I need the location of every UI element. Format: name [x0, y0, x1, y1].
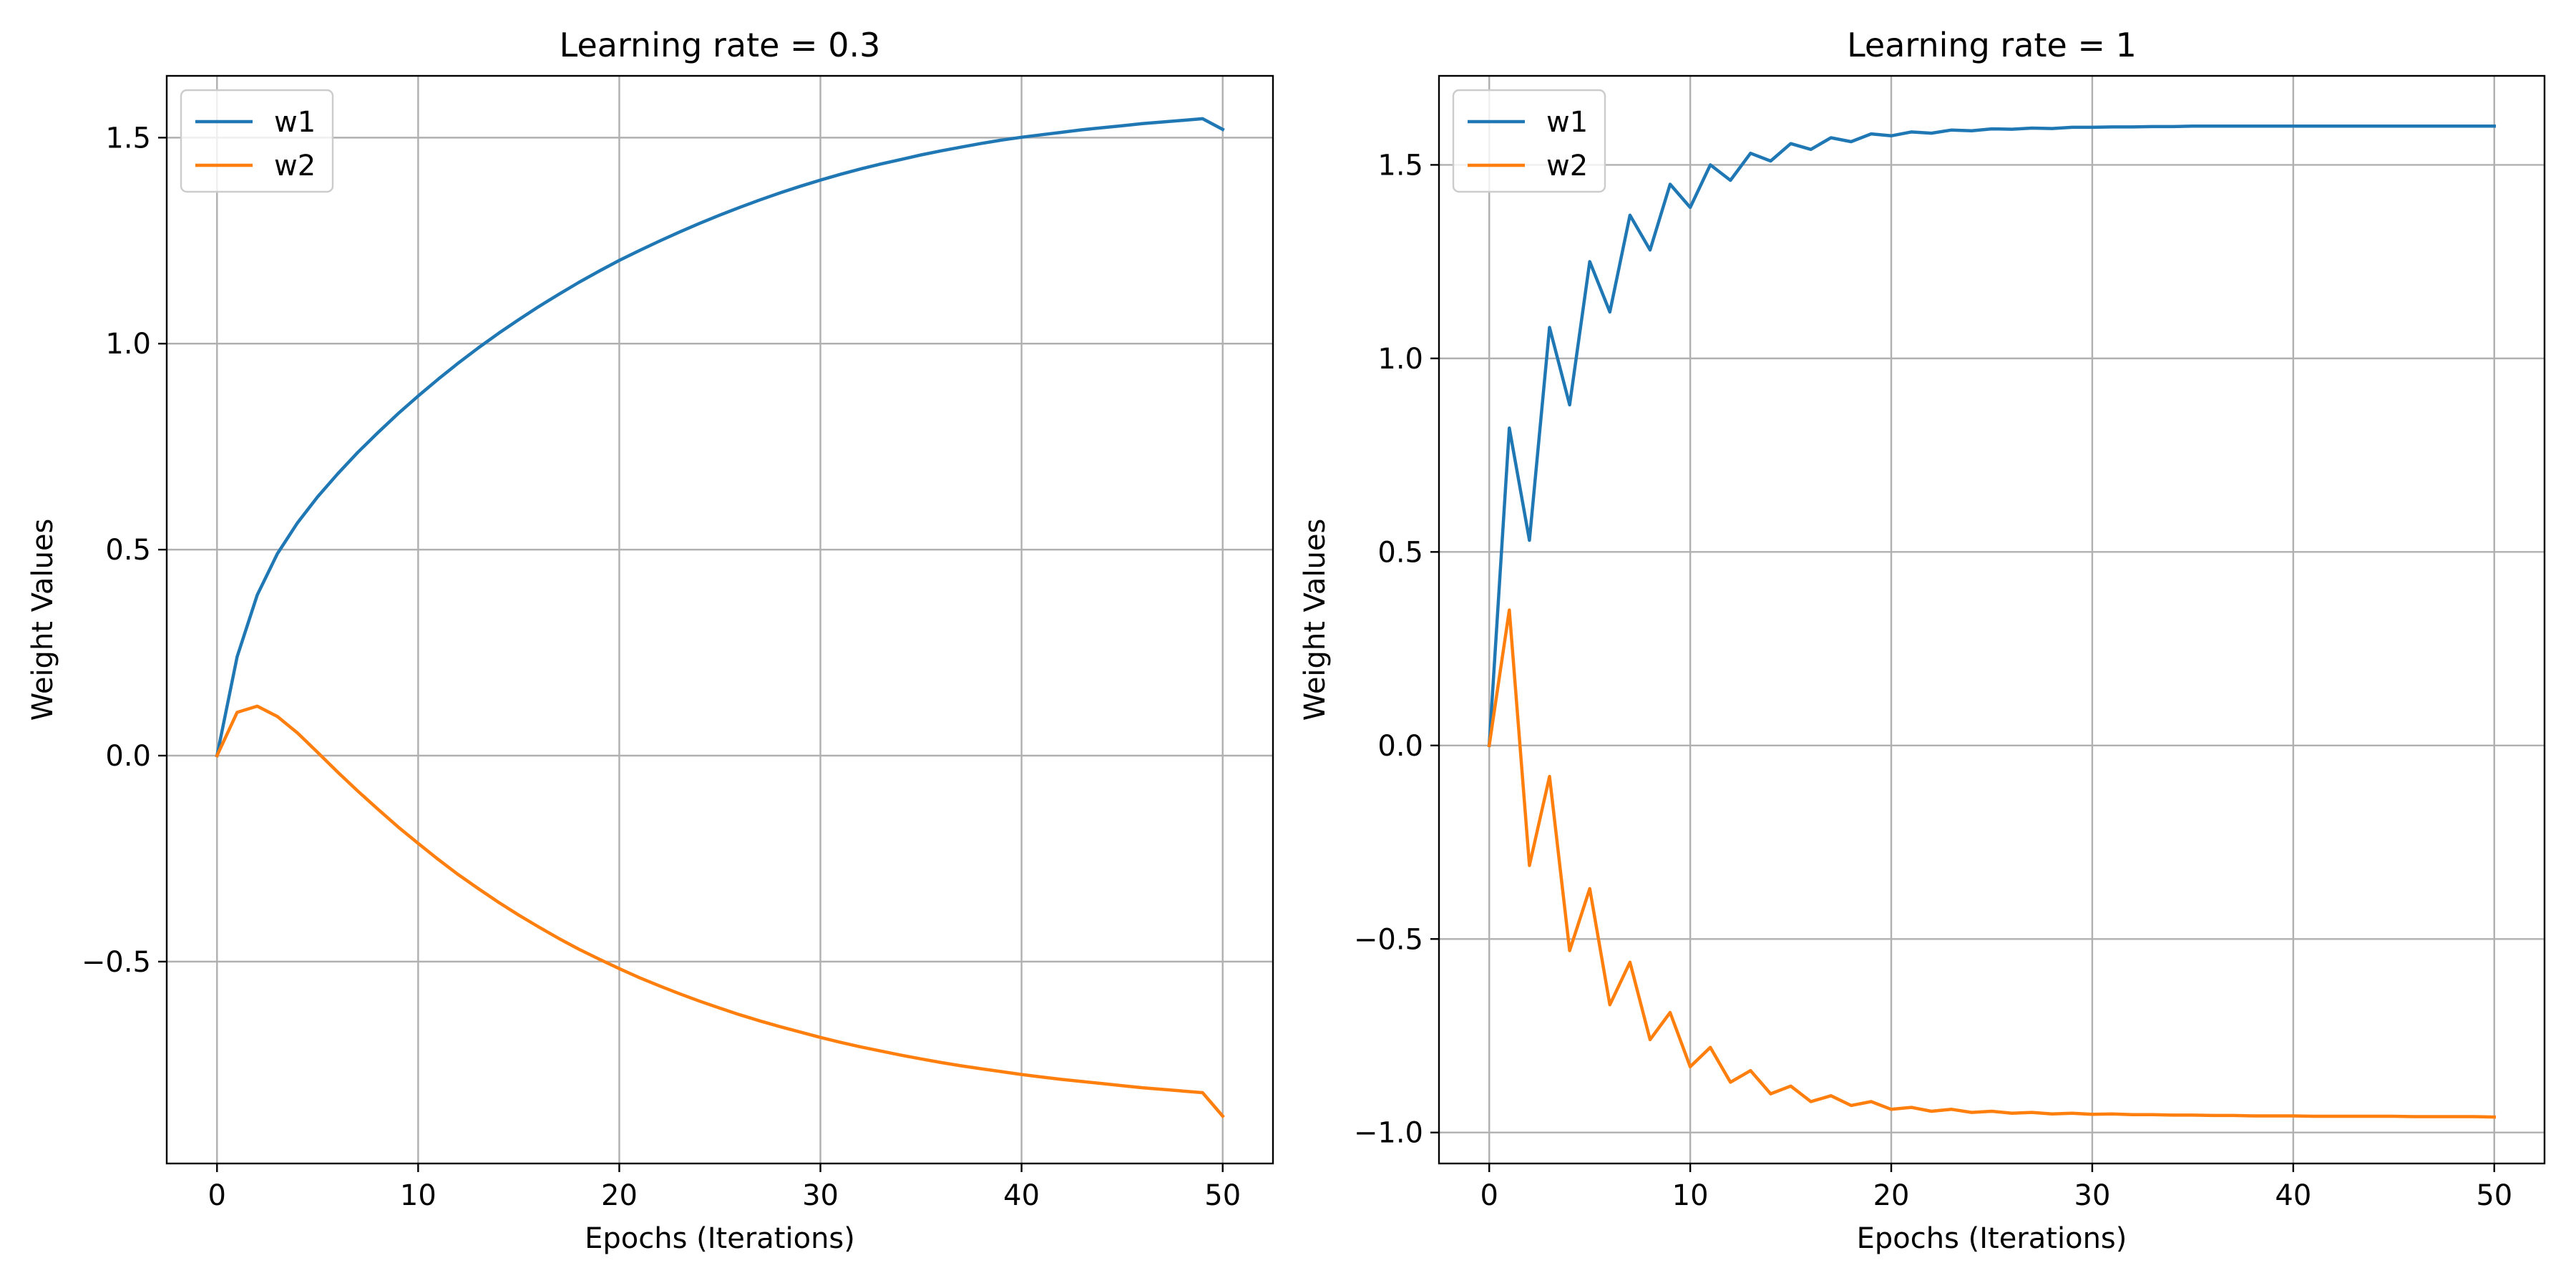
y-tick-label: 0.5 [105, 534, 151, 567]
y-tick-label: 1.0 [1377, 343, 1423, 376]
x-tick-label: 20 [1873, 1179, 1910, 1212]
y-tick-label: 0.0 [105, 740, 151, 773]
series-line-w1 [215, 117, 1225, 758]
plot-frame [1438, 74, 2546, 1165]
x-tick-label: 10 [400, 1179, 436, 1212]
y-tick-label: −1.0 [1354, 1117, 1423, 1150]
grid [1439, 76, 2545, 1163]
series-line-w2 [1487, 608, 2497, 1119]
x-axis-label: Epochs (Iterations) [585, 1222, 855, 1255]
ticks: 0 10 20 30 40 50 −0.5 0.0 0.5 1.0 1.5 [82, 122, 1241, 1212]
y-tick-label: −0.5 [82, 946, 151, 979]
y-axis-label: Weight Values [1299, 519, 1332, 721]
chart-title: Learning rate = 0.3 [560, 26, 881, 64]
legend: w1 w2 [180, 89, 334, 193]
x-axis-label: Epochs (Iterations) [1857, 1222, 2127, 1255]
series-line-w1 [1487, 125, 2497, 748]
x-tick-label: 30 [802, 1179, 839, 1212]
legend-label-w2: w2 [274, 150, 316, 182]
y-tick-label: 1.5 [105, 122, 151, 155]
x-tick-label: 50 [1204, 1179, 1241, 1212]
x-tick-label: 0 [1480, 1179, 1498, 1212]
chart-learning-rate-0-3: 0 10 20 30 40 50 −0.5 0.0 0.5 1.0 1.5 Learning rat… [26, 26, 1274, 1255]
x-tick-label: 30 [2074, 1179, 2111, 1212]
series-layer [1487, 125, 2497, 1119]
ticks: 0 10 20 30 40 50 −1.0 −0.5 0.0 0.5 1.0 1.5 [1354, 149, 2512, 1212]
x-tick-label: 0 [208, 1179, 226, 1212]
legend-label-w1: w1 [274, 106, 316, 139]
x-tick-label: 10 [1672, 1179, 1709, 1212]
x-tick-label: 40 [2275, 1179, 2311, 1212]
y-tick-label: 0.0 [1377, 730, 1423, 763]
x-tick-label: 50 [2476, 1179, 2512, 1212]
chart-learning-rate-1: 0 10 20 30 40 50 −1.0 −0.5 0.0 0.5 1.0 1.5 Learning… [1299, 26, 2546, 1255]
y-tick-label: 0.5 [1377, 536, 1423, 569]
y-tick-label: −0.5 [1354, 923, 1423, 956]
legend-label-w1: w1 [1546, 106, 1588, 139]
plot-frame [165, 74, 1274, 1165]
chart-title: Learning rate = 1 [1847, 26, 2137, 64]
y-tick-label: 1.0 [105, 328, 151, 361]
series-layer [215, 117, 1225, 1118]
legend-label-w2: w2 [1546, 150, 1588, 182]
y-axis-label: Weight Values [26, 519, 59, 721]
grid [167, 76, 1273, 1163]
series-line-w2 [215, 704, 1225, 1118]
x-tick-label: 20 [601, 1179, 638, 1212]
y-tick-label: 1.5 [1377, 149, 1423, 182]
x-tick-label: 40 [1003, 1179, 1040, 1212]
legend: w1 w2 [1452, 89, 1606, 193]
